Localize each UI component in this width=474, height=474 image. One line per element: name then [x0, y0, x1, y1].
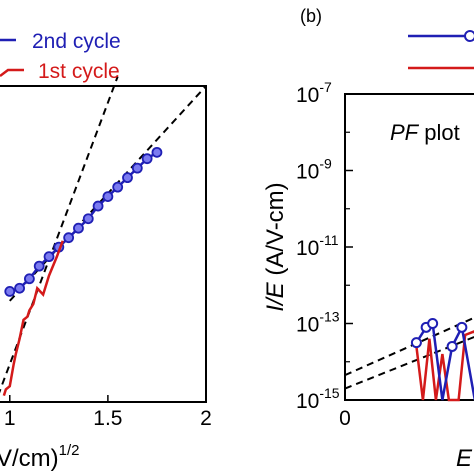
right-y-axis-title-italic: I/E: [262, 281, 289, 311]
left-point-blue: [122, 172, 133, 184]
right-x-tick-label: 0: [339, 407, 351, 430]
right-point-blue: [427, 318, 439, 329]
right-point-blue: [446, 340, 458, 352]
left-point-blue: [92, 200, 104, 212]
left-panel: 1 1.5 2 2nd cycle 1st cycle V/cm)1/2: [0, 30, 212, 472]
right-legend: [408, 30, 474, 70]
right-fit-lines: [344, 316, 474, 390]
right-y-tick-base: 10: [296, 237, 319, 260]
right-y-tick-label: 10-9: [296, 156, 332, 184]
right-legend-marker-blue: [464, 30, 474, 42]
right-x-axis-title: E: [456, 445, 473, 472]
left-point-blue: [131, 162, 143, 174]
left-series-line-blue: [9, 151, 158, 293]
right-series: [410, 318, 474, 402]
left-point-blue: [23, 273, 35, 285]
right-y-tick-label: 10-13: [296, 309, 340, 337]
left-x-tick-label: 2: [200, 407, 212, 430]
left-x-axis-title: V/cm)1/2: [0, 442, 80, 472]
legend-label-2nd-cycle: 2nd cycle: [32, 30, 121, 53]
right-y-tick-base: 10: [296, 314, 319, 337]
left-point-blue: [4, 285, 16, 297]
right-y-tick-base: 10: [296, 161, 319, 184]
right-series-line-red: [415, 330, 474, 402]
left-x-tick-label: 1: [4, 407, 16, 430]
right-point-blue: [410, 337, 422, 349]
left-x-ticks: 1 1.5 2: [4, 395, 212, 430]
left-x-axis-title-exp: 1/2: [59, 442, 80, 459]
left-point-blue: [141, 153, 153, 165]
left-series: [2, 146, 163, 397]
right-y-tick-exponent: -9: [319, 156, 332, 172]
right-y-tick-exponent: -13: [319, 309, 339, 325]
left-point-blue: [33, 260, 45, 272]
left-plot-frame: [0, 85, 207, 403]
left-x-axis-title-main: V/cm): [0, 445, 59, 472]
left-point-blue: [102, 191, 114, 203]
left-point-blue: [73, 222, 84, 234]
left-point-blue: [43, 251, 55, 263]
legend-line-1st-cycle: [0, 68, 24, 77]
right-y-tick-exponent: -11: [319, 232, 338, 248]
left-series-line-red: [2, 240, 64, 397]
right-y-tick-label: 10-7: [296, 79, 332, 107]
right-y-tick-label: 10-15: [296, 385, 340, 413]
left-x-tick-label: 1.5: [93, 407, 122, 430]
right-y-tick-exponent: -15: [319, 385, 339, 401]
left-point-blue: [63, 232, 75, 244]
left-point-blue: [82, 213, 94, 225]
right-fit-line-1: [344, 316, 474, 377]
panel-label-b: (b): [300, 6, 322, 26]
pf-plot-annotation-italic: PF: [390, 120, 420, 145]
left-fit-lines: [0, 76, 207, 394]
right-point-blue: [456, 321, 468, 333]
left-point-blue: [14, 282, 25, 294]
right-y-axis-title-rest: (A/V-cm): [262, 182, 289, 282]
legend-label-1st-cycle: 1st cycle: [38, 60, 120, 83]
right-y-tick-base: 10: [296, 390, 319, 413]
right-y-tick-base: 10: [296, 84, 319, 107]
pf-plot-annotation: PF plot: [390, 120, 460, 145]
right-y-tick-exponent: -7: [319, 79, 332, 95]
left-fit-line-1: [0, 76, 119, 394]
right-x-ticks: 00.5: [339, 393, 351, 430]
left-point-blue: [112, 181, 124, 193]
pf-plot-annotation-rest: plot: [418, 120, 460, 145]
left-point-blue: [151, 146, 163, 158]
left-legend: 2nd cycle 1st cycle: [0, 30, 121, 83]
right-y-axis-title: I/E (A/V-cm): [262, 182, 289, 311]
right-y-tick-label: 10-11: [296, 232, 339, 260]
